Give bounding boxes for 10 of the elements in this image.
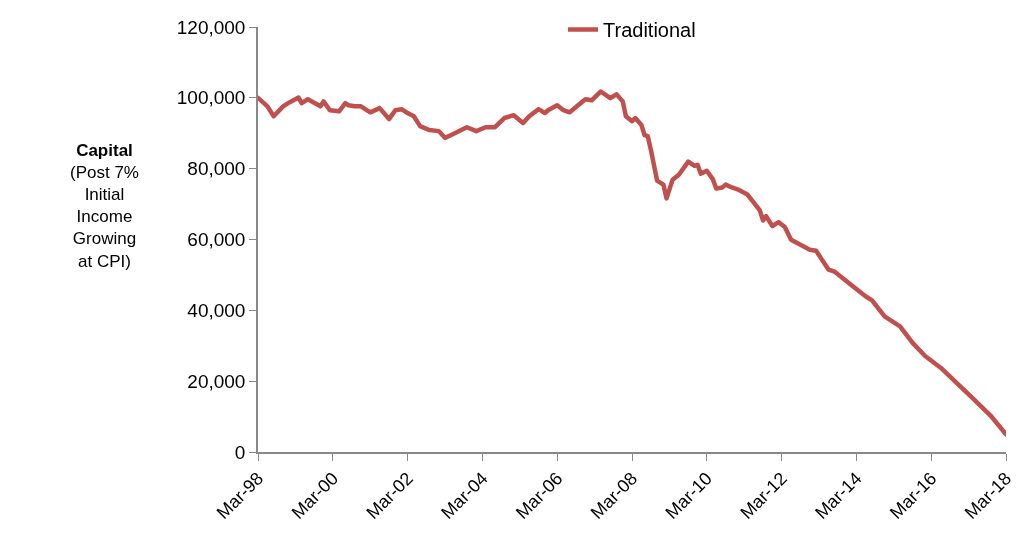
- y-tick-label: 60,000: [187, 229, 246, 251]
- y-tick-label: 100,000: [176, 87, 246, 109]
- y-tick-label: 0: [234, 441, 246, 463]
- y-tick-label: 20,000: [187, 370, 246, 392]
- y-tick-label: 80,000: [187, 158, 246, 180]
- line-series: [258, 89, 1006, 437]
- legend-label: Traditional: [603, 19, 696, 42]
- y-axis-title: Capital (Post 7% Initial Income Growing at CPI): [70, 141, 139, 271]
- y-tick-label: 120,000: [176, 16, 246, 38]
- y-tick-label: 40,000: [187, 299, 246, 321]
